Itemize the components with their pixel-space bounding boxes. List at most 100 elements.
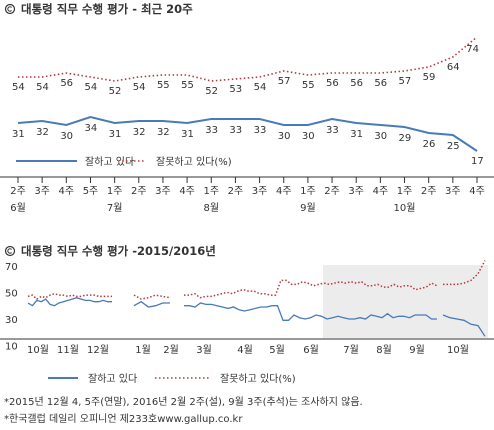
top-chart: 54 54 56 54 52 54 55 55 52 53 54 57 55 56 56 56 57 59 64 74… bbox=[12, 36, 484, 167]
y-tick-label: 70 bbox=[5, 262, 18, 273]
data-label-approve: 33 bbox=[326, 125, 339, 136]
data-label-disapprove: 74 bbox=[466, 44, 479, 55]
series-disapprove-segment bbox=[184, 279, 438, 299]
bottom-chart-x-axis: 10월 11월 12월 1월 2월 3월 4월 5월 6월 7월 8월 9월 10월 bbox=[0, 338, 494, 356]
bottom-chart-legend: 잘하고 있다 잘못하고 있다(%) bbox=[48, 372, 296, 385]
x-tick-label: 3월 bbox=[196, 344, 212, 356]
series-approve-segment bbox=[133, 300, 170, 308]
copyright-icon bbox=[4, 245, 16, 257]
data-label-disapprove: 55 bbox=[181, 80, 194, 91]
x-tick-label: 1월 bbox=[135, 344, 151, 356]
data-label-disapprove: 56 bbox=[374, 78, 387, 89]
data-label-approve: 32 bbox=[36, 127, 49, 138]
data-label-approve: 30 bbox=[278, 131, 291, 142]
x-tick-label: 6월 bbox=[303, 344, 319, 356]
x-tick-label: 2주 bbox=[324, 186, 340, 197]
x-month-label: 6월 bbox=[10, 202, 26, 214]
x-month-label: 7월 bbox=[107, 202, 123, 214]
data-label-disapprove: 52 bbox=[205, 86, 218, 97]
data-label-approve: 31 bbox=[350, 129, 363, 140]
x-tick-label: 11월 bbox=[57, 344, 79, 356]
series-approve-segment bbox=[184, 302, 437, 321]
data-label-disapprove: 55 bbox=[302, 80, 315, 91]
copyright-icon-mark bbox=[7, 248, 12, 254]
x-tick-label: 2주 bbox=[228, 186, 244, 197]
x-tick-label: 5주 bbox=[83, 186, 99, 197]
bottom-chart: 10 30 50 70 bbox=[5, 260, 486, 353]
data-label-disapprove: 56 bbox=[350, 78, 363, 89]
x-tick-label: 2월 bbox=[163, 344, 179, 356]
x-tick-label: 2주 bbox=[10, 186, 26, 197]
x-tick-label: 7월 bbox=[343, 344, 359, 356]
data-label-disapprove: 54 bbox=[254, 82, 267, 93]
data-label-approve: 32 bbox=[157, 127, 170, 138]
footnote-survey-gaps: *2015년 12월 4, 5주(연말), 2016년 2월 2주(설), 9월… bbox=[4, 397, 363, 408]
y-tick-label: 10 bbox=[5, 342, 18, 353]
x-tick-label: 3주 bbox=[34, 186, 50, 197]
x-tick-label: 2주 bbox=[131, 186, 147, 197]
x-tick-label: 5월 bbox=[269, 344, 285, 356]
x-tick-label: 12월 bbox=[87, 344, 109, 356]
copyright-icon bbox=[4, 3, 16, 15]
x-month-label: 8월 bbox=[203, 202, 219, 214]
data-label-approve: 32 bbox=[133, 127, 146, 138]
data-label-approve: 33 bbox=[229, 125, 242, 136]
series-disapprove-segment bbox=[443, 260, 486, 286]
x-tick-label: 1주 bbox=[397, 186, 413, 197]
y-tick-label: 50 bbox=[5, 288, 18, 299]
legend-disapprove-label: 잘못하고 있다(%) bbox=[220, 372, 296, 385]
x-tick-label: 1주 bbox=[107, 186, 123, 197]
data-label-disapprove: 57 bbox=[278, 76, 291, 87]
series-disapprove-segment bbox=[133, 294, 171, 300]
bottom-chart-title: 대통령 직무 수행 평가 -2015/2016년 bbox=[21, 244, 216, 258]
x-tick-label: 3주 bbox=[445, 186, 461, 197]
data-label-approve: 30 bbox=[302, 131, 315, 142]
data-label-approve: 33 bbox=[205, 125, 218, 136]
x-tick-label: 10월 bbox=[27, 344, 49, 356]
data-label-disapprove: 54 bbox=[84, 82, 97, 93]
top-chart-header: 대통령 직무 수행 평가 - 최근 20주 bbox=[4, 2, 193, 16]
data-label-approve: 30 bbox=[60, 131, 73, 142]
data-label-disapprove: 56 bbox=[60, 78, 73, 89]
data-label-disapprove: 59 bbox=[423, 72, 436, 83]
data-label-approve: 26 bbox=[423, 139, 436, 150]
x-tick-label: 3주 bbox=[155, 186, 171, 197]
data-label-approve: 31 bbox=[12, 129, 25, 140]
series-approve-segment bbox=[442, 314, 486, 337]
legend-approve-label: 잘하고 있다 bbox=[85, 155, 134, 168]
data-label-approve: 17 bbox=[471, 156, 484, 167]
x-tick-label: 4주 bbox=[276, 186, 292, 197]
data-label-approve: 30 bbox=[374, 131, 387, 142]
data-label-approve: 33 bbox=[254, 125, 267, 136]
data-label-disapprove: 53 bbox=[229, 84, 242, 95]
data-label-approve: 31 bbox=[181, 129, 194, 140]
data-label-approve: 34 bbox=[84, 123, 97, 134]
footnote-source: *한국갤럽 데일리 오피니언 제233호www.gallup.co.kr bbox=[4, 414, 243, 425]
data-label-disapprove: 64 bbox=[447, 62, 460, 73]
legend-disapprove-label: 잘못하고 있다(%) bbox=[156, 155, 232, 168]
data-label-disapprove: 54 bbox=[36, 82, 49, 93]
y-tick-label: 30 bbox=[5, 315, 18, 326]
highlight-band bbox=[323, 265, 488, 338]
data-label-disapprove: 54 bbox=[12, 82, 25, 93]
x-tick-label: 1주 bbox=[300, 186, 316, 197]
data-label-disapprove: 52 bbox=[109, 86, 122, 97]
x-tick-label: 4주 bbox=[469, 186, 485, 197]
data-label-approve: 25 bbox=[447, 141, 460, 152]
series-approve-segment bbox=[27, 297, 112, 307]
x-tick-label: 4주 bbox=[373, 186, 389, 197]
x-tick-label: 9월 bbox=[409, 344, 425, 356]
copyright-icon-mark bbox=[7, 6, 12, 12]
x-tick-label: 4주 bbox=[59, 186, 75, 197]
x-tick-label: 8월 bbox=[376, 344, 392, 356]
series-disapprove-line bbox=[18, 36, 478, 82]
data-label-disapprove: 55 bbox=[157, 80, 170, 91]
data-label-approve: 31 bbox=[109, 129, 122, 140]
data-label-disapprove: 56 bbox=[326, 78, 339, 89]
x-month-label: 10월 bbox=[394, 202, 416, 214]
series-approve-line bbox=[17, 115, 478, 152]
x-tick-label: 1주 bbox=[203, 186, 219, 197]
x-tick-label: 3주 bbox=[348, 186, 364, 197]
